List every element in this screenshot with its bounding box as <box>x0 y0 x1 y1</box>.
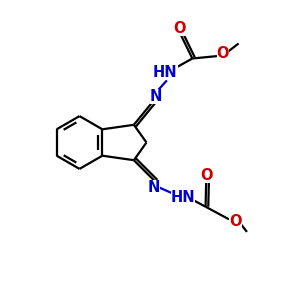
Text: N: N <box>150 89 162 104</box>
Text: N: N <box>148 180 160 195</box>
Text: HN: HN <box>171 190 195 205</box>
Text: O: O <box>200 168 212 183</box>
Text: O: O <box>217 46 229 61</box>
Text: HN: HN <box>153 65 178 80</box>
Text: O: O <box>173 21 186 36</box>
Text: O: O <box>229 214 242 229</box>
